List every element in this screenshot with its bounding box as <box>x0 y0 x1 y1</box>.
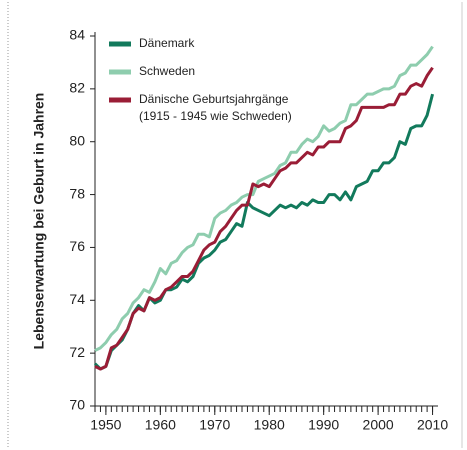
y-tick-label: 78 <box>69 185 85 201</box>
legend-label: Dänemark <box>139 36 195 50</box>
x-tick-label: 1970 <box>199 417 230 433</box>
x-tick-label: 1990 <box>308 417 339 433</box>
y-tick-label: 84 <box>69 27 85 43</box>
legend-label: Schweden <box>139 64 195 78</box>
series-line <box>94 45 434 352</box>
series-line <box>94 66 434 371</box>
y-tick-label: 72 <box>69 344 85 360</box>
x-tick-label: 2010 <box>417 417 448 433</box>
y-tick-label: 74 <box>69 291 85 307</box>
series-line <box>93 93 435 371</box>
x-tick-label: 2000 <box>363 417 394 433</box>
y-tick-label: 70 <box>69 397 85 413</box>
y-axis-label: Lebenserwartung bei Geburt in Jahren <box>31 93 47 350</box>
y-tick-label: 76 <box>69 238 85 254</box>
x-tick-label: 1950 <box>90 417 121 433</box>
x-tick-label: 1980 <box>254 417 285 433</box>
legend-label: Dänische Geburtsjahrgänge <box>139 92 289 106</box>
x-tick-label: 1960 <box>145 417 176 433</box>
y-tick-label: 82 <box>69 80 85 96</box>
legend-note: (1915 - 1945 wie Schweden) <box>139 109 292 123</box>
y-tick-label: 80 <box>69 132 85 148</box>
